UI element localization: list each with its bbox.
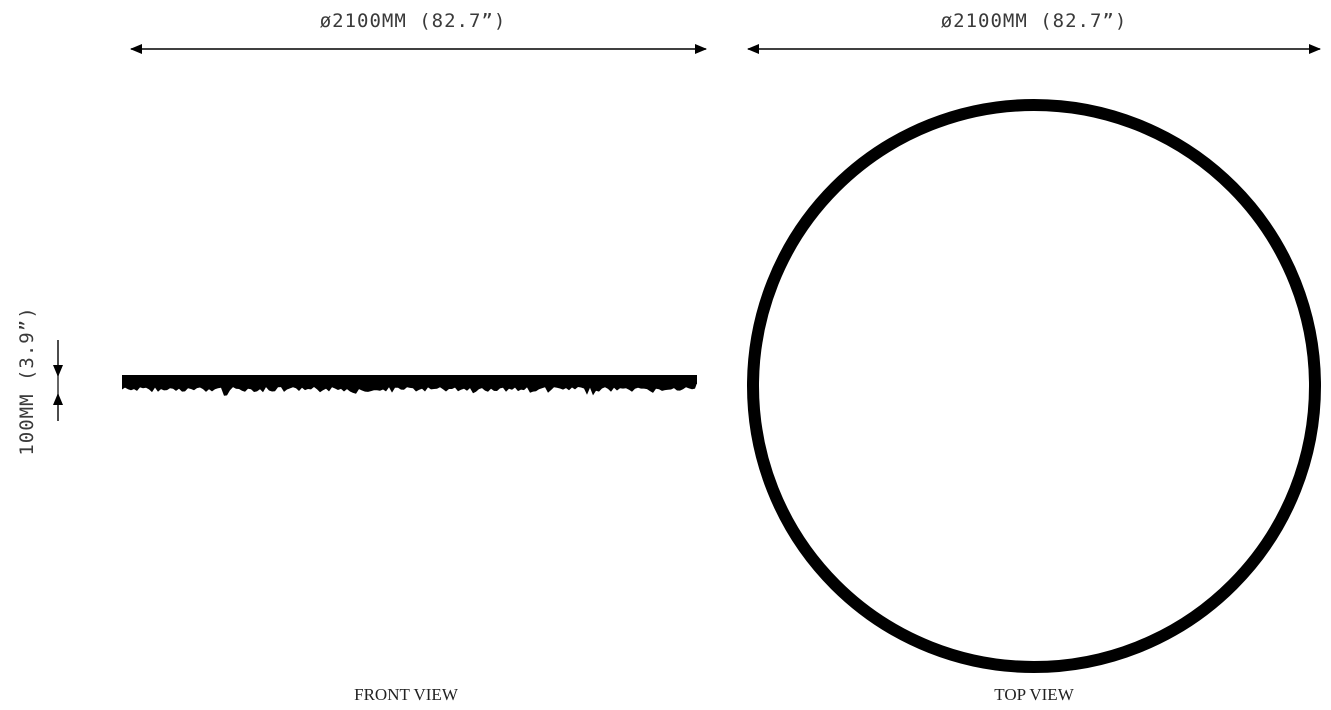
top-diameter-dimension-text: ø2100MM (82.7”): [941, 10, 1128, 32]
fixture-canopy: [122, 375, 697, 384]
front-height-dimension-text: 100MM (3.9”): [16, 306, 38, 455]
front-width-dimension-text: ø2100MM (82.7”): [320, 10, 507, 32]
top-diameter-dimension: ø2100MM (82.7”): [747, 10, 1321, 54]
top-view-label: TOP VIEW: [994, 685, 1074, 704]
front-view-label: FRONT VIEW: [354, 685, 459, 704]
top-view-ring: [747, 99, 1321, 673]
front-view-profile: [122, 375, 697, 396]
crystal-fringe: [122, 383, 697, 396]
front-height-dimension: 100MM (3.9”): [16, 306, 63, 456]
front-width-dimension: ø2100MM (82.7”): [130, 10, 707, 54]
